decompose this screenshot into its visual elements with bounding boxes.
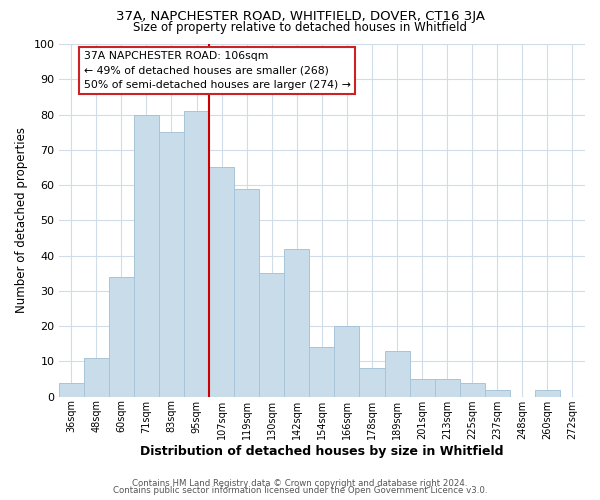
Bar [485,390,510,396]
Y-axis label: Number of detached properties: Number of detached properties [15,128,28,314]
X-axis label: Distribution of detached houses by size in Whitfield: Distribution of detached houses by size … [140,444,503,458]
Text: Contains HM Land Registry data © Crown copyright and database right 2024.: Contains HM Land Registry data © Crown c… [132,478,468,488]
Bar [209,168,234,396]
Bar [434,379,460,396]
Bar [134,114,159,396]
Text: 37A, NAPCHESTER ROAD, WHITFIELD, DOVER, CT16 3JA: 37A, NAPCHESTER ROAD, WHITFIELD, DOVER, … [115,10,485,23]
Bar [59,382,84,396]
Text: Contains public sector information licensed under the Open Government Licence v3: Contains public sector information licen… [113,486,487,495]
Bar [334,326,359,396]
Bar [310,348,334,397]
Bar [535,390,560,396]
Bar [359,368,385,396]
Bar [109,277,134,396]
Bar [234,188,259,396]
Bar [410,379,434,396]
Text: 37A NAPCHESTER ROAD: 106sqm
← 49% of detached houses are smaller (268)
50% of se: 37A NAPCHESTER ROAD: 106sqm ← 49% of det… [84,51,350,90]
Text: Size of property relative to detached houses in Whitfield: Size of property relative to detached ho… [133,21,467,34]
Bar [284,248,310,396]
Bar [84,358,109,397]
Bar [385,351,410,397]
Bar [184,111,209,397]
Bar [259,273,284,396]
Bar [460,382,485,396]
Bar [159,132,184,396]
